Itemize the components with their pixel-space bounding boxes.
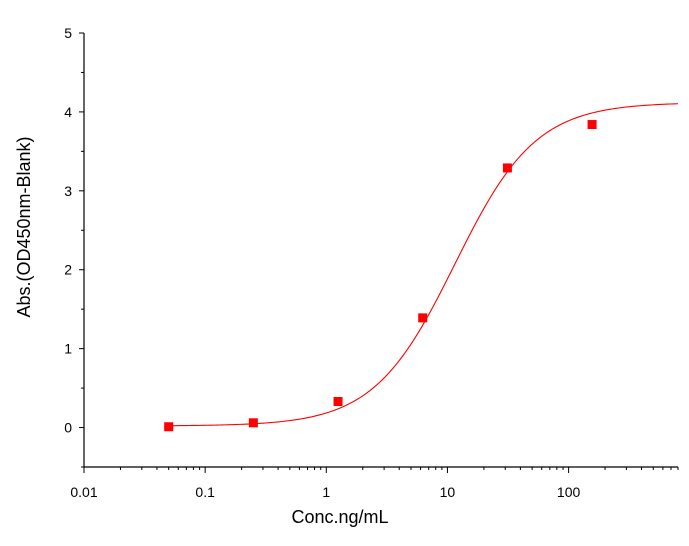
x-tick-label: 10 [440,484,456,500]
y-tick-label: 1 [64,341,72,357]
x-tick-label: 1 [322,484,330,500]
data-point [164,422,174,432]
y-tick-label: 5 [64,25,72,41]
y-tick-label: 2 [64,262,72,278]
fit-curve [168,103,679,427]
y-axis-title: Abs.(OD450nm-Blank) [14,136,34,317]
data-point-layer [164,120,597,432]
data-point [587,120,597,130]
x-tick-label: 0.1 [195,484,215,500]
y-tick-label: 0 [64,420,72,436]
y-tick-label: 4 [64,104,72,120]
y-tick-label: 3 [64,183,72,199]
axes [83,33,678,468]
x-tick-label: 0.01 [70,484,97,500]
data-point [248,418,258,428]
x-axis-title: Conc.ng/mL [291,507,388,527]
fit-curve-layer [168,103,679,427]
x-tick-label: 100 [557,484,581,500]
data-point [418,313,428,323]
data-point [502,163,512,173]
tick-layer: 0 1 2 3 4 5 0.01 0.1 1 10 100 [64,25,679,500]
data-point [333,397,343,407]
